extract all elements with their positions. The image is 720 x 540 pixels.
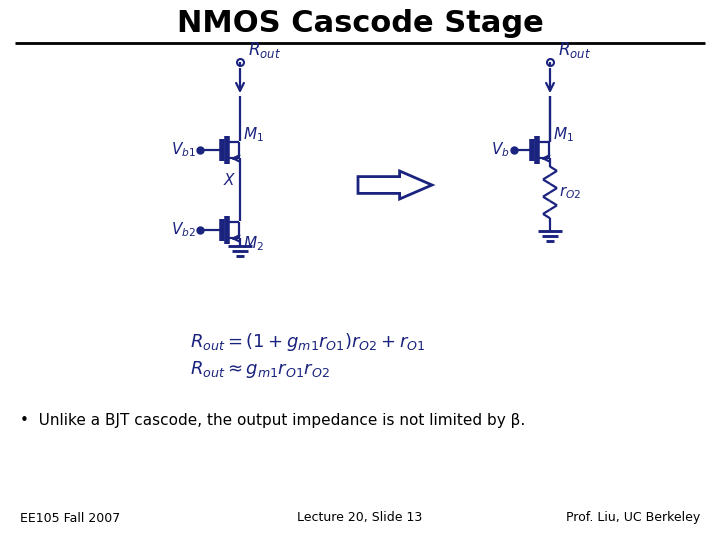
Text: $M_2$: $M_2$ (243, 234, 264, 253)
Text: •  Unlike a BJT cascode, the output impedance is not limited by β.: • Unlike a BJT cascode, the output imped… (20, 413, 526, 428)
Text: Lecture 20, Slide 13: Lecture 20, Slide 13 (297, 511, 423, 524)
Text: Prof. Liu, UC Berkeley: Prof. Liu, UC Berkeley (566, 511, 700, 524)
Text: $M_1$: $M_1$ (243, 125, 264, 144)
Text: $X$: $X$ (223, 172, 237, 188)
Text: $V_{b2}$: $V_{b2}$ (171, 221, 196, 239)
Text: $r_{O2}$: $r_{O2}$ (559, 184, 581, 201)
Text: EE105 Fall 2007: EE105 Fall 2007 (20, 511, 120, 524)
Text: $R_{out}$: $R_{out}$ (248, 40, 281, 60)
Text: NMOS Cascode Stage: NMOS Cascode Stage (176, 10, 544, 38)
Text: $V_{b1}$: $V_{b1}$ (171, 140, 196, 159)
Text: $V_b$: $V_b$ (491, 140, 510, 159)
Text: $M_1$: $M_1$ (553, 125, 574, 144)
Text: $R_{out} = \left(1 + g_{m1}r_{O1}\right)r_{O2} + r_{O1}$: $R_{out} = \left(1 + g_{m1}r_{O1}\right)… (190, 331, 426, 353)
Text: $R_{out} \approx g_{m1}r_{O1}r_{O2}$: $R_{out} \approx g_{m1}r_{O1}r_{O2}$ (190, 360, 330, 381)
Text: $R_{out}$: $R_{out}$ (558, 40, 591, 60)
